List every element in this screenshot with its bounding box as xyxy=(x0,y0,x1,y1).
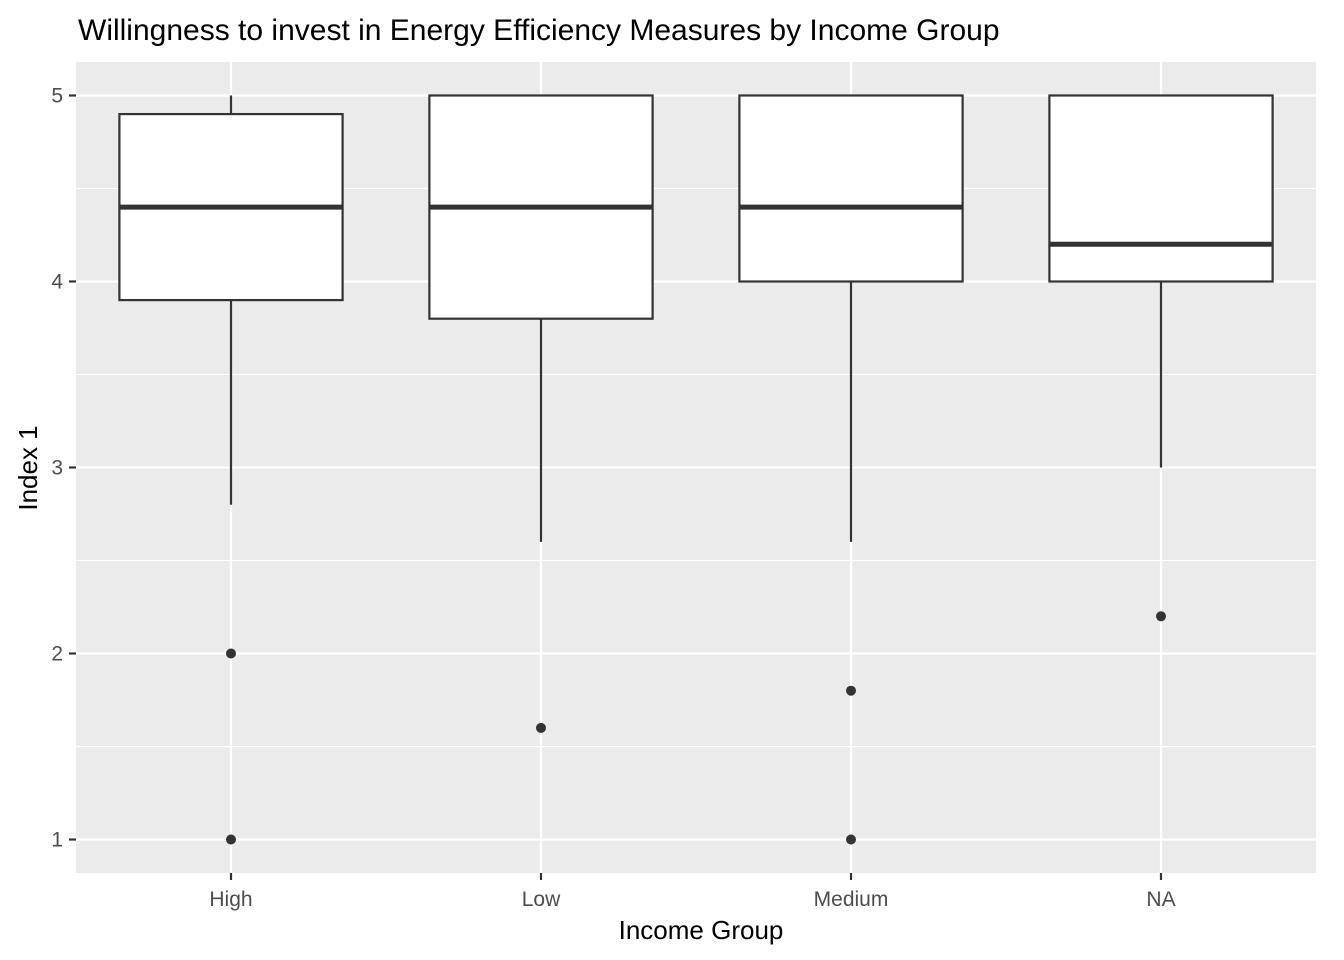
y-axis: 1 2 3 4 5 xyxy=(51,84,76,852)
y-tick-label: 4 xyxy=(51,270,63,293)
chart-title: Willingness to invest in Energy Efficien… xyxy=(78,14,1000,47)
y-tick-label: 5 xyxy=(51,84,63,107)
x-tick-label-na: NA xyxy=(1146,888,1175,911)
outlier-point xyxy=(536,722,546,733)
x-tick-label-medium: Medium xyxy=(814,888,889,911)
box-series xyxy=(118,94,1274,845)
outlier-point xyxy=(846,834,856,845)
y-tick-label: 2 xyxy=(51,643,63,666)
outlier-point xyxy=(226,648,236,659)
box-iqr xyxy=(738,94,964,283)
y-tick-label: 1 xyxy=(51,829,63,852)
box-high xyxy=(118,95,344,845)
x-tick-label-high: High xyxy=(209,888,252,911)
outlier-point xyxy=(1156,611,1166,622)
box-medium xyxy=(738,94,964,845)
x-axis: High Low Medium NA xyxy=(209,873,1176,911)
box-iqr xyxy=(1048,94,1274,283)
outlier-point xyxy=(846,685,856,696)
y-axis-title: Index 1 xyxy=(13,425,43,510)
x-tick-label-low: Low xyxy=(522,888,561,911)
outlier-point xyxy=(226,834,236,845)
box-low xyxy=(428,94,654,733)
box-na xyxy=(1048,94,1274,622)
x-axis-title: Income Group xyxy=(619,915,784,945)
y-tick-label: 3 xyxy=(51,457,63,480)
